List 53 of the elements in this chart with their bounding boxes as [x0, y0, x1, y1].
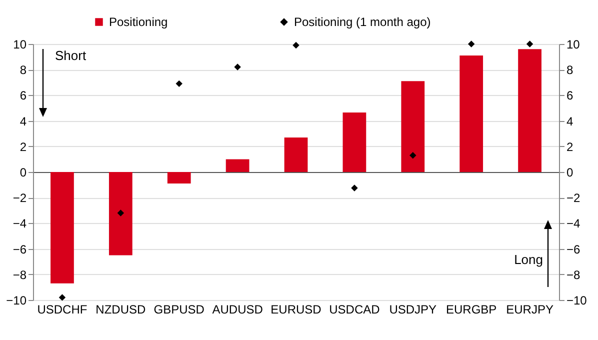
- point: [292, 42, 300, 49]
- point: [351, 184, 358, 192]
- x-tick-label: GBPUSD: [154, 302, 205, 316]
- y-tick-label: −10: [6, 294, 27, 308]
- bar: [108, 172, 132, 256]
- point: [526, 40, 534, 48]
- bar: [226, 159, 250, 172]
- y-tick-label: −2: [12, 191, 27, 206]
- point: [468, 40, 475, 48]
- x-tick-label: NZDUSD: [96, 302, 146, 316]
- legend-label: Positioning (1 month ago): [294, 15, 431, 29]
- y-tick-label: 4: [20, 114, 27, 128]
- y-tick-label: 6: [20, 88, 27, 103]
- y2-tick-label: −8: [566, 268, 581, 282]
- bar: [50, 172, 74, 284]
- annotation: Short: [55, 48, 86, 63]
- y-tick-label: −8: [12, 268, 27, 282]
- y-tick-label: 2: [20, 140, 27, 154]
- y2-tick-label: 6: [566, 88, 574, 103]
- bar: [518, 49, 542, 172]
- x-tick-label: EURUSD: [270, 302, 322, 316]
- point: [117, 210, 124, 216]
- y-tick-label: 0: [20, 166, 27, 180]
- legend-label: Positioning: [109, 15, 168, 29]
- y2-tick-label: −4: [566, 216, 581, 231]
- x-tick-label: USDJPY: [389, 302, 437, 316]
- y2-tick-label: −6: [566, 242, 581, 256]
- bar: [284, 137, 308, 172]
- bar: [460, 56, 484, 172]
- x-tick-label: USDCAD: [329, 302, 380, 316]
- x-tick-label: EURGBP: [446, 302, 497, 316]
- y2-tick-label: −2: [566, 191, 581, 206]
- y2-tick-label: 8: [566, 63, 574, 78]
- point: [410, 152, 416, 159]
- y2-tick-label: 10: [566, 38, 580, 52]
- bar: [401, 81, 425, 172]
- y-tick-label: 8: [20, 63, 27, 78]
- y2-tick-label: 2: [566, 140, 574, 154]
- y2-tick-label: 0: [566, 166, 574, 180]
- y2-tick-label: 4: [566, 114, 574, 128]
- bar: [167, 172, 191, 184]
- point: [58, 294, 66, 301]
- y-tick-label: 10: [13, 38, 27, 52]
- point: [176, 80, 182, 88]
- y-tick-label: −4: [12, 216, 27, 231]
- x-tick-label: USDCHF: [37, 302, 88, 316]
- x-tick-label: AUDUSD: [212, 302, 264, 316]
- point: [234, 64, 241, 70]
- y-tick-label: −6: [12, 242, 27, 256]
- bar: [342, 112, 366, 172]
- y2-tick-label: −10: [566, 294, 588, 308]
- x-tick-label: EURJPY: [506, 302, 554, 316]
- annotation: Long: [514, 252, 543, 267]
